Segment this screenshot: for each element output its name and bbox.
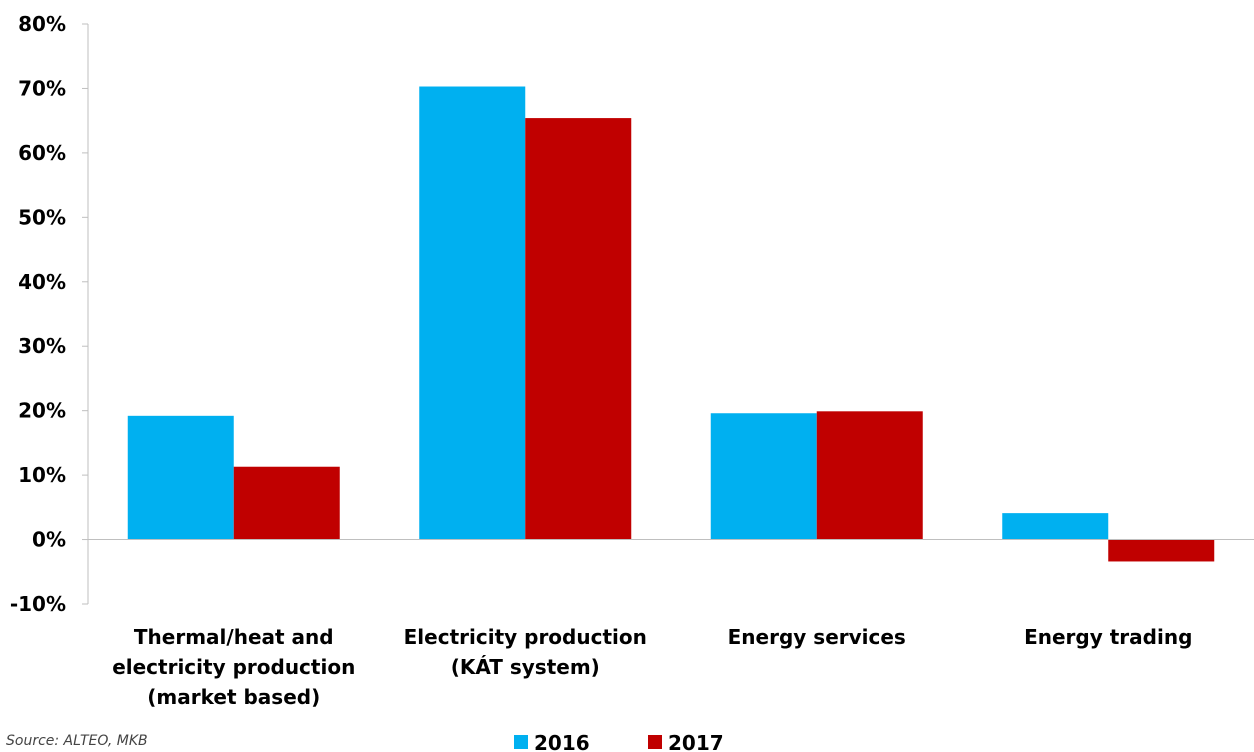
category-label: Energy services	[728, 625, 906, 649]
bar-2017-1	[233, 466, 340, 540]
y-tick-label: 0%	[32, 528, 66, 552]
category-label: Thermal/heat and electricity production (m…	[112, 625, 355, 709]
bar-2016-1	[127, 415, 234, 540]
y-tick-label: 40%	[18, 270, 66, 294]
y-tick-label: 20%	[18, 399, 66, 423]
y-tick-label: -10%	[10, 592, 66, 616]
bar-2016-2	[419, 86, 526, 540]
bar-2016-4	[1002, 513, 1109, 540]
bar-2017-2	[525, 118, 632, 540]
y-tick-label: 50%	[18, 205, 66, 229]
legend-label-2017: 2017	[668, 731, 724, 752]
y-tick-label: 70%	[18, 76, 66, 100]
bars	[127, 86, 1215, 562]
bar-2016-3	[710, 413, 817, 540]
bar-2017-3	[816, 411, 923, 540]
y-tick-label: 10%	[18, 463, 66, 487]
y-axis: -10% 0% 10% 20% 30% 40% 50% 60% 70% 80%	[10, 12, 89, 616]
source-note: Source: ALTEO, MKB	[6, 733, 148, 749]
legend-swatch-2016	[514, 735, 528, 749]
category-label: Energy trading	[1024, 625, 1192, 649]
x-axis: Thermal/heat and electricity production (m…	[88, 539, 1254, 709]
category-label: Electricity production (KÁT system)	[404, 625, 647, 679]
legend-swatch-2017	[648, 735, 662, 749]
y-tick-label: 60%	[18, 141, 66, 165]
bar-2017-4	[1108, 539, 1215, 562]
legend: 2016 2017	[514, 731, 724, 752]
legend-label-2016: 2016	[534, 731, 590, 752]
y-tick-label: 30%	[18, 334, 66, 358]
y-tick-label: 80%	[18, 12, 66, 36]
